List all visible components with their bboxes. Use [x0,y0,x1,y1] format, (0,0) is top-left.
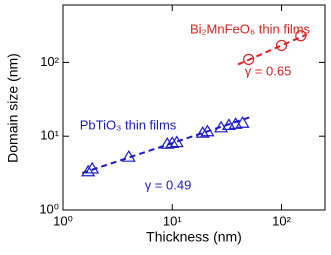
y-tick-label: 10² [40,54,59,69]
point [169,135,184,148]
y-axis-label: Domain size (nm) [5,53,21,163]
x-axis-label: Thickness (nm) [146,229,242,245]
fit-line [237,33,308,66]
point [275,39,288,52]
point [81,164,96,177]
point [295,30,307,42]
point [121,149,136,162]
x-tick-label: 10² [272,213,291,228]
y-tick-label: 10¹ [40,128,59,143]
x-tick-label: 10¹ [163,213,182,228]
plot-frame [62,4,326,211]
series-label: Bi₂MnFeO₆ thin films [190,21,311,36]
point [85,161,100,174]
annotation: γ = 0.49 [145,177,192,192]
point [160,137,175,149]
series-label: PbTiO₃ thin films [80,117,177,132]
point [243,53,255,65]
point [200,124,215,137]
point [235,116,250,128]
annotation: γ = 0.65 [245,63,292,78]
x-tick-label: 10⁰ [53,213,73,228]
point [165,136,180,148]
y-tick-label: 10⁰ [39,201,59,216]
point [195,125,210,138]
point [214,120,229,133]
